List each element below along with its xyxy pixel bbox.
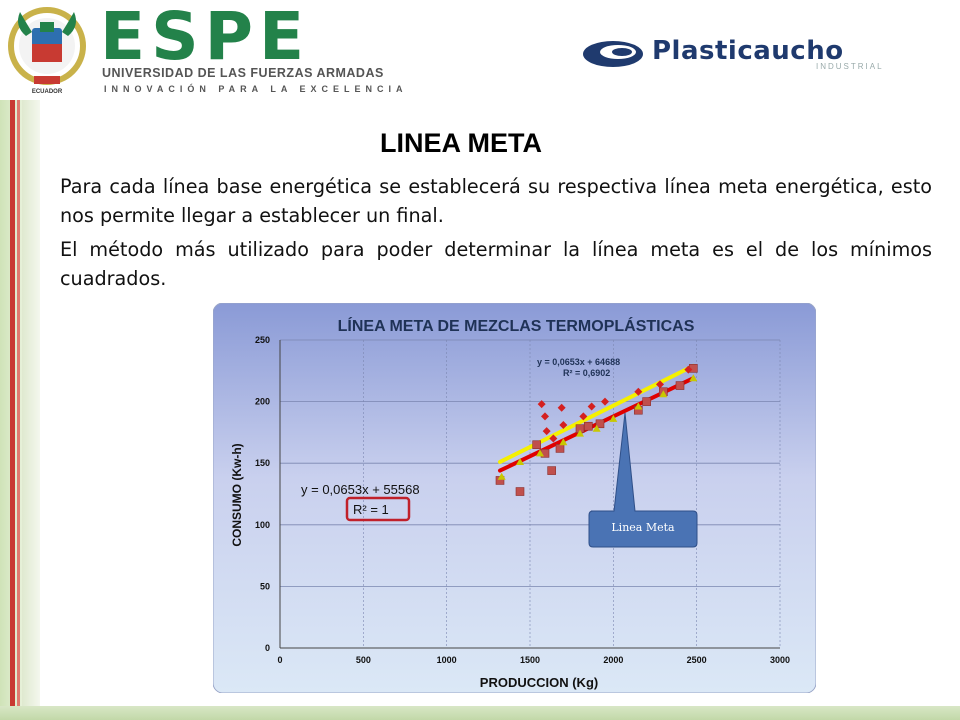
data-point-diamond	[542, 427, 551, 436]
data-point-square	[555, 444, 565, 453]
espe-subtitle: UNIVERSIDAD DE LAS FUERZAS ARMADAS	[102, 66, 384, 80]
chart: 0 50 100 150 200 250 0 500 1000 1500 2000 2500 3000 …	[213, 303, 816, 693]
data-point-triangle	[497, 472, 506, 480]
data-point-triangle	[559, 438, 568, 446]
data-point-diamond	[587, 402, 596, 411]
chart-title: LÍNEA META DE MEZCLAS TERMOPLÁSTICAS	[338, 316, 695, 335]
data-point-triangle	[516, 457, 524, 465]
equation-top: y = 0,0653x + 64688	[537, 357, 620, 367]
data-point-square	[584, 421, 593, 431]
bottom-decor-strip	[0, 706, 960, 720]
data-point-square	[532, 440, 541, 450]
data-point-diamond	[549, 434, 558, 443]
x-tick-label: 0	[277, 655, 282, 665]
y-tick-label: 100	[255, 520, 270, 530]
x-tick-label: 2500	[687, 655, 707, 665]
data-point-diamond	[656, 380, 664, 389]
x-tick-label: 3000	[770, 655, 790, 665]
slide-title: LINEA META	[380, 128, 542, 158]
y-tick-label: 250	[255, 335, 270, 345]
espe-motto: INNOVACIÓN PARA LA EXCELENCIA	[104, 84, 408, 94]
data-point-square	[515, 487, 525, 496]
r2-top: R² = 0,6902	[563, 368, 610, 378]
plasticaucho-wordmark: Plasticaucho	[652, 36, 844, 66]
r2-highlight-box	[345, 496, 411, 522]
x-axis-label: PRODUCCION (Kg)	[480, 675, 598, 690]
seal-text: ECUADOR	[32, 89, 63, 95]
y-axis-label: CONSUMO (Kw-h)	[230, 443, 244, 546]
data-point-diamond	[634, 387, 643, 396]
left-decor-stripe-thin	[17, 100, 20, 720]
espe-logo-wordmark: ESPE	[100, 0, 311, 75]
y-tick-label: 50	[260, 581, 270, 591]
data-point-diamond	[537, 400, 546, 409]
espe-seal-logo: ECUADOR	[8, 7, 86, 95]
r2-left: R² = 1	[353, 502, 389, 517]
data-point-triangle	[634, 402, 643, 410]
x-tick-label: 500	[356, 655, 371, 665]
plasticaucho-subtitle: INDUSTRIAL	[816, 62, 884, 71]
callout-label: Linea Meta	[611, 521, 675, 534]
equation-left: y = 0,0653x + 55568	[301, 482, 420, 497]
paragraph-2: El método más utilizado para poder deter…	[60, 238, 932, 290]
x-tick-label: 1000	[437, 655, 457, 665]
left-decor-stripe	[10, 100, 15, 720]
header	[0, 0, 960, 100]
data-point-square	[547, 466, 556, 475]
data-point-triangle	[536, 449, 544, 457]
linea-meta-callout	[588, 412, 698, 548]
data-point-diamond	[601, 397, 609, 406]
data-point-diamond	[684, 365, 693, 374]
data-point-square	[642, 397, 651, 406]
data-point-triangle	[592, 424, 601, 432]
y-tick-label: 0	[265, 643, 270, 653]
y-tick-label: 150	[255, 458, 270, 468]
chart-background	[213, 303, 816, 693]
data-point-diamond	[557, 403, 566, 412]
data-point-diamond	[541, 412, 549, 421]
plasticaucho-logo: Plasticaucho INDUSTRIAL	[580, 34, 940, 76]
data-point-triangle	[659, 390, 668, 398]
data-point-triangle	[609, 414, 618, 422]
x-tick-label: 2000	[603, 655, 623, 665]
plasticaucho-emblem-icon	[583, 41, 643, 67]
paragraph-1: Para cada línea base energética se estab…	[60, 175, 932, 227]
data-point-square	[675, 381, 685, 390]
data-point-diamond	[559, 421, 568, 430]
left-decor-band-light	[22, 100, 40, 720]
x-tick-label: 1500	[520, 655, 540, 665]
data-point-diamond	[579, 412, 588, 421]
data-point-triangle	[689, 374, 698, 382]
y-tick-label: 200	[255, 397, 270, 407]
data-point-triangle	[576, 429, 584, 437]
data-point-square	[595, 419, 605, 429]
